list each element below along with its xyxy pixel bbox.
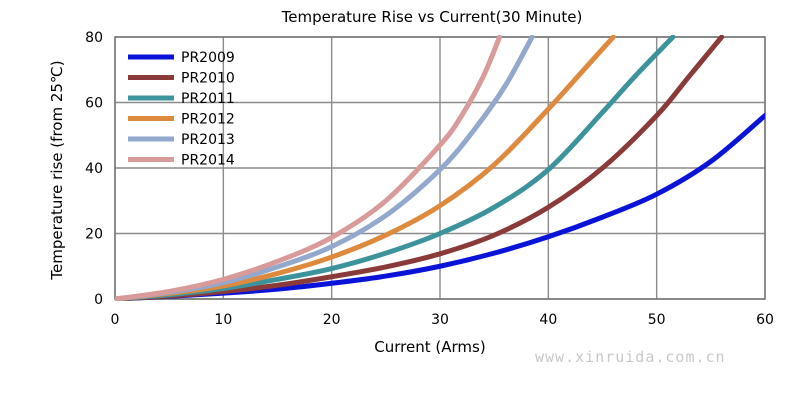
legend: PR2009 PR2010 PR2011 PR2012 PR2013 PR2014 — [128, 50, 235, 169]
y-tick-label: 0 — [94, 292, 103, 308]
series-line-pr2012 — [115, 35, 616, 301]
series-layer — [115, 35, 765, 301]
legend-label: PR2014 — [181, 153, 235, 169]
y-tick-label: 40 — [85, 161, 103, 177]
x-tick-label: 10 — [214, 312, 232, 328]
y-axis-title: Temperature rise (from 25℃) — [48, 60, 66, 280]
legend-label: PR2012 — [181, 112, 235, 128]
legend-label: PR2011 — [181, 91, 235, 107]
y-tick-labels: 0 20 40 60 80 — [85, 30, 103, 308]
plot-border — [114, 36, 766, 300]
x-tick-label: 40 — [539, 312, 557, 328]
x-tick-label: 30 — [431, 312, 449, 328]
series-line-pr2010 — [115, 35, 725, 301]
x-tick-label: 50 — [648, 312, 666, 328]
plot-frame — [114, 36, 766, 300]
x-tick-label: 60 — [756, 312, 774, 328]
y-tick-label: 80 — [85, 30, 103, 46]
legend-label: PR2009 — [181, 50, 235, 66]
series-line-pr2014 — [115, 35, 503, 301]
x-tick-label: 20 — [323, 312, 341, 328]
y-tick-label: 60 — [85, 96, 103, 112]
chart-title: Temperature Rise vs Current(30 Minute) — [281, 8, 583, 26]
x-axis-title: Current (Arms) — [374, 338, 485, 356]
watermark: www.xinruida.com.cn — [535, 348, 726, 366]
legend-label: PR2010 — [181, 71, 235, 87]
y-tick-label: 20 — [85, 227, 103, 243]
x-tick-labels: 0 10 20 30 40 50 60 — [111, 312, 774, 328]
x-tick-label: 0 — [111, 312, 120, 328]
legend-label: PR2013 — [181, 132, 235, 148]
